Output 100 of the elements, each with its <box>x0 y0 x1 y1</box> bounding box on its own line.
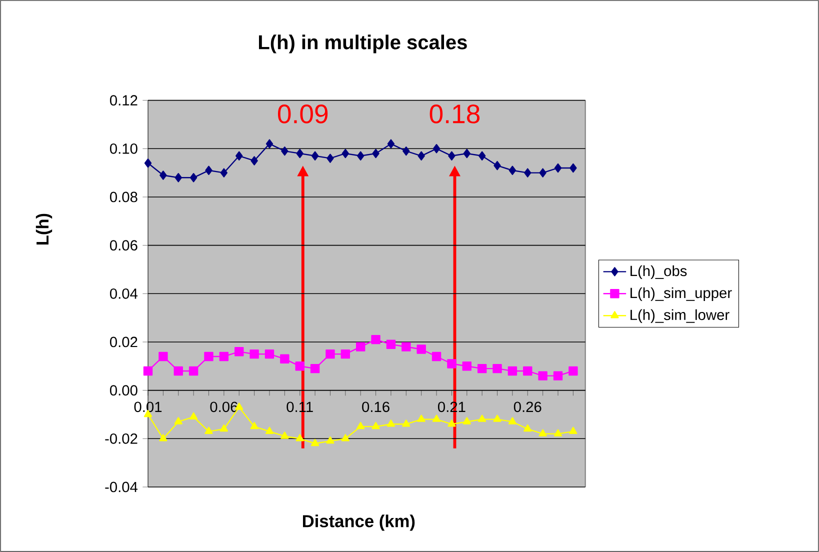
point <box>508 166 516 176</box>
point <box>569 426 578 434</box>
point <box>188 366 198 376</box>
point <box>477 364 487 374</box>
point <box>265 426 274 434</box>
y-axis-title: L(h) <box>36 214 52 245</box>
point <box>326 154 334 163</box>
point <box>174 173 182 182</box>
point <box>159 434 168 442</box>
point <box>463 148 470 158</box>
point <box>190 173 198 182</box>
y-tick-label: -0.02 <box>105 433 138 444</box>
point <box>416 344 426 354</box>
point <box>448 420 456 427</box>
x-tick-label: 0.16 <box>362 402 390 412</box>
point <box>492 364 502 374</box>
point <box>189 412 198 420</box>
point <box>296 148 304 158</box>
point <box>174 417 182 424</box>
point <box>494 160 501 170</box>
point <box>204 352 214 362</box>
point <box>372 422 380 430</box>
point <box>204 426 213 434</box>
point <box>326 436 334 444</box>
point <box>341 434 350 442</box>
point <box>250 349 259 359</box>
point <box>478 151 486 161</box>
point <box>418 151 425 161</box>
point <box>310 438 320 446</box>
point <box>310 364 320 374</box>
y-tick-label: 0.10 <box>110 143 138 154</box>
point <box>143 366 153 376</box>
point <box>508 417 517 424</box>
y-tick-label: -0.04 <box>105 482 138 492</box>
point <box>340 349 350 359</box>
y-tick-label: 0.04 <box>110 288 138 299</box>
legend-label: L(h)_obs <box>630 265 687 280</box>
point <box>356 151 364 161</box>
point <box>205 166 212 176</box>
y-tick-label: 0.00 <box>110 385 138 396</box>
point <box>264 349 274 359</box>
point <box>386 340 396 350</box>
point <box>554 163 562 173</box>
point <box>462 362 472 371</box>
point <box>295 362 304 371</box>
legend-label: L(h)_sim_upper <box>630 287 732 301</box>
chart-title: L(h) in multiple scales <box>258 34 467 54</box>
point <box>220 424 228 432</box>
x-tick-label: 0.01 <box>134 402 162 412</box>
annotation: 0.09 <box>278 104 328 124</box>
point <box>174 366 183 376</box>
point <box>280 432 289 439</box>
point <box>524 168 532 178</box>
point <box>432 414 441 422</box>
point <box>448 151 456 161</box>
point <box>432 144 440 154</box>
point <box>250 156 258 166</box>
point <box>538 371 548 380</box>
point <box>478 414 486 422</box>
point <box>554 429 562 436</box>
point <box>493 414 502 422</box>
point <box>387 139 395 148</box>
point <box>402 342 411 352</box>
annotation: 0.18 <box>430 104 480 124</box>
point <box>523 366 532 376</box>
point <box>250 422 258 430</box>
point <box>570 163 577 173</box>
legend-label: L(h)_sim_lower <box>630 309 730 323</box>
x-tick-label: 0.26 <box>514 402 542 412</box>
point <box>553 371 563 380</box>
point <box>538 429 547 436</box>
point <box>158 352 168 362</box>
point <box>144 158 152 168</box>
point <box>372 148 380 158</box>
point <box>402 146 410 156</box>
point <box>539 168 546 178</box>
point <box>447 359 456 368</box>
point <box>462 417 471 424</box>
y-tick-label: 0.12 <box>110 95 138 106</box>
point <box>266 139 274 148</box>
point <box>508 366 518 376</box>
point <box>160 170 167 180</box>
point <box>342 148 350 158</box>
point <box>281 146 288 156</box>
point <box>356 422 365 430</box>
point <box>296 434 304 442</box>
point <box>311 151 319 161</box>
point <box>220 168 228 178</box>
point <box>234 347 244 356</box>
y-tick-label: 0.02 <box>110 336 138 348</box>
point <box>524 424 532 432</box>
point <box>417 414 426 422</box>
point <box>236 151 243 161</box>
x-axis-title: Distance (km) <box>302 514 415 531</box>
y-tick-label: 0.08 <box>110 192 138 202</box>
point <box>386 420 396 427</box>
point <box>568 366 578 376</box>
point <box>371 334 380 344</box>
point <box>219 352 229 362</box>
point <box>432 352 442 362</box>
